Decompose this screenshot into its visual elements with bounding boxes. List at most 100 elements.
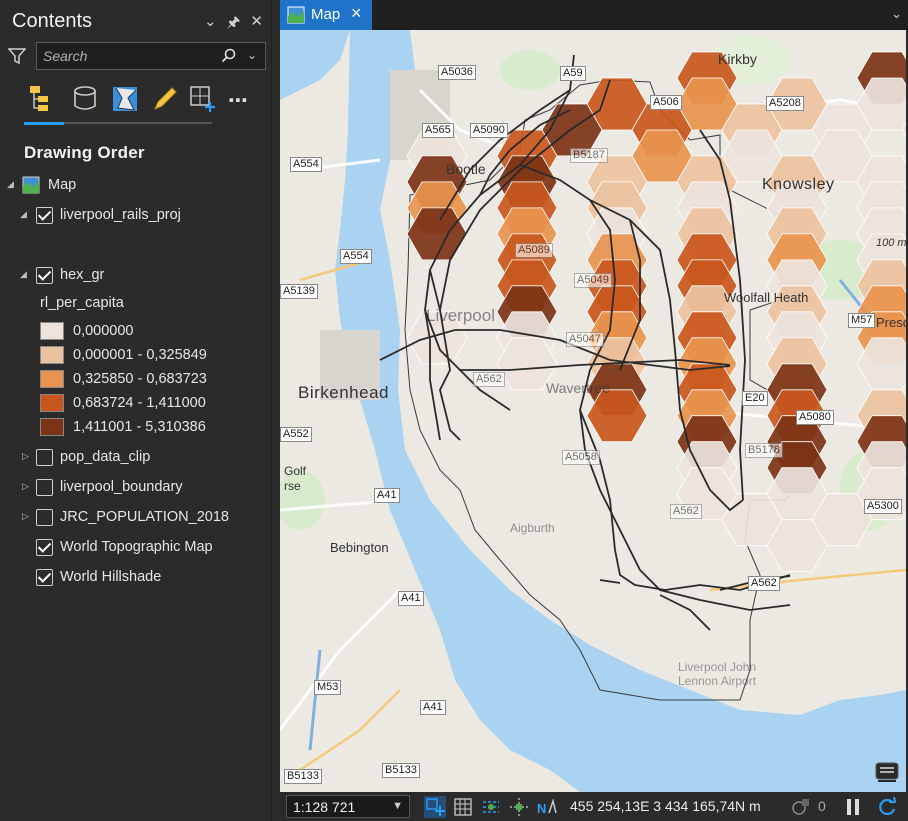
map-view[interactable]: Kirkby Bootle Knowsley Woolfall Heath Li… — [280, 30, 906, 792]
expand-caret-icon[interactable]: ▷ — [22, 451, 29, 461]
layer-jrc-population-2018[interactable]: ▷ JRC_POPULATION_2018 — [0, 505, 270, 531]
filter-icon[interactable] — [8, 47, 26, 65]
tab-label: Map — [311, 6, 341, 23]
pause-drawing-icon[interactable] — [842, 796, 864, 818]
layer-visibility-checkbox[interactable] — [36, 509, 53, 526]
refresh-icon[interactable] — [876, 796, 898, 818]
hex-cell[interactable] — [406, 311, 468, 365]
scale-selector[interactable]: 1:128 721 ▼ — [286, 795, 410, 818]
road-shield: B5178 — [745, 443, 783, 458]
place-label: Liverpool John Lennon Airport — [678, 660, 757, 688]
list-by-snapping-icon[interactable] — [188, 84, 218, 114]
snapping-icon[interactable] — [480, 796, 502, 818]
chevron-down-icon[interactable]: ▼ — [392, 800, 403, 812]
hex-cell[interactable] — [766, 519, 828, 572]
layer-visibility-checkbox[interactable] — [36, 449, 53, 466]
road-shield: A5208 — [766, 96, 804, 111]
layer-pop-data-clip[interactable]: ▷ pop_data_clip — [0, 445, 270, 471]
road-shield: A5300 — [864, 499, 902, 514]
road-shield: A59 — [560, 66, 586, 81]
more-options-icon[interactable]: ⋯ — [228, 90, 248, 112]
map-icon — [287, 6, 305, 24]
chevron-down-icon[interactable]: ⌄ — [203, 13, 217, 30]
map-overlay-toggle-icon[interactable] — [874, 760, 900, 784]
place-label: Woolfall Heath — [724, 290, 809, 305]
pending-edits-icon[interactable] — [790, 796, 812, 818]
search-icon[interactable] — [221, 48, 237, 64]
legend-label: 0,325850 - 0,683723 — [73, 371, 207, 387]
list-by-drawing-order-icon[interactable] — [28, 84, 58, 114]
legend-label: 1,411001 - 5,310386 — [73, 419, 206, 435]
road-shield: A5090 — [470, 123, 508, 138]
legend-class[interactable]: 0,683724 - 1,411000 — [40, 392, 270, 414]
road-shield: A41 — [420, 700, 446, 715]
map-icon — [22, 176, 40, 194]
layer-world-topographic-map[interactable]: World Topographic Map — [0, 535, 270, 561]
close-icon[interactable]: ✕ — [250, 13, 263, 30]
search-dropdown-icon[interactable]: ⌄ — [246, 48, 257, 62]
hex-grid-layer — [406, 51, 906, 572]
layer-hex-gr[interactable]: ◢ hex_gr — [0, 263, 270, 289]
tab-map[interactable]: Map × — [280, 0, 372, 30]
place-label: 100 m — [876, 237, 906, 249]
layer-liverpool-boundary[interactable]: ▷ liverpool_boundary — [0, 475, 270, 501]
hex-cell[interactable] — [406, 207, 468, 261]
legend-class[interactable]: 0,000001 - 0,325849 — [40, 344, 270, 366]
road-shield: A5080 — [796, 410, 834, 425]
grid-icon[interactable] — [452, 796, 474, 818]
map-status-bar: 1:128 721 ▼ N 455 254,13E 3 434 165,74N … — [280, 792, 908, 821]
hex-cell[interactable] — [586, 389, 648, 443]
map-label: Map — [48, 177, 77, 193]
pin-icon[interactable]: 🖈 — [226, 14, 241, 31]
legend-swatch — [40, 394, 64, 412]
collapse-caret-icon[interactable]: ◢ — [20, 269, 27, 279]
layer-label: liverpool_rails_proj — [60, 207, 181, 223]
legend-swatch — [40, 322, 64, 340]
road-shield: M57 — [848, 313, 876, 328]
legend-class[interactable]: 1,411001 - 5,310386 — [40, 416, 270, 438]
list-by-editing-icon[interactable] — [150, 84, 180, 114]
layer-world-hillshade[interactable]: World Hillshade — [0, 565, 270, 591]
navigation-icon[interactable] — [424, 796, 446, 818]
hex-cell[interactable] — [901, 104, 906, 156]
layer-visibility-checkbox[interactable] — [36, 267, 53, 284]
layer-label: World Hillshade — [60, 569, 162, 585]
legend-swatch — [40, 370, 64, 388]
layer-visibility-checkbox[interactable] — [36, 539, 53, 556]
list-by-selection-icon[interactable] — [110, 84, 140, 114]
place-label: Bootle — [446, 161, 486, 177]
list-by-source-icon[interactable] — [70, 84, 100, 114]
layer-label: liverpool_boundary — [60, 479, 183, 495]
close-tab-icon[interactable]: × — [351, 3, 362, 23]
search-input[interactable] — [43, 47, 213, 65]
place-label: Liverpool — [426, 306, 495, 325]
layer-label: World Topographic Map — [60, 539, 213, 555]
road-shield: A5047 — [566, 332, 604, 347]
cursor-coordinates: 455 254,13E 3 434 165,74N m — [570, 798, 761, 814]
layer-visibility-checkbox[interactable] — [36, 479, 53, 496]
scale-value: 1:128 721 — [293, 799, 356, 815]
road-shield: A554 — [340, 249, 372, 264]
expand-caret-icon[interactable]: ▷ — [22, 481, 29, 491]
constraints-icon[interactable] — [508, 796, 530, 818]
road-shield: B5133 — [284, 769, 322, 784]
expand-caret-icon[interactable]: ▷ — [22, 511, 29, 521]
collapse-caret-icon[interactable]: ◢ — [20, 209, 27, 219]
map-tab-bar: Map × ⌄ — [280, 0, 908, 30]
legend-class[interactable]: 0,325850 - 0,683723 — [40, 368, 270, 390]
map-tree-item[interactable]: ◢ Map — [0, 173, 270, 199]
place-label: Birkenhead — [298, 383, 390, 402]
north-arrow-icon[interactable]: N — [536, 796, 558, 818]
contents-pane: Contents ⌄ 🖈 ✕ ⌄ — [0, 0, 272, 821]
contents-toolbar: ⋯ — [24, 84, 254, 124]
legend-class[interactable]: 0,000000 — [40, 320, 270, 342]
layer-visibility-checkbox[interactable] — [36, 207, 53, 224]
pending-count: 0 — [818, 798, 826, 814]
legend-swatch — [40, 346, 64, 364]
layer-liverpool-rails-proj[interactable]: ◢ liverpool_rails_proj — [0, 203, 270, 229]
layer-visibility-checkbox[interactable] — [36, 569, 53, 586]
road-shield: A552 — [280, 427, 312, 442]
collapse-caret-icon[interactable]: ◢ — [7, 179, 14, 189]
chevron-down-icon[interactable]: ⌄ — [891, 6, 902, 21]
search-box[interactable]: ⌄ — [36, 42, 266, 70]
